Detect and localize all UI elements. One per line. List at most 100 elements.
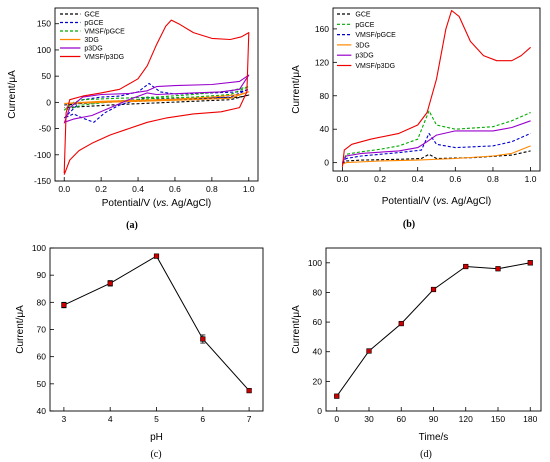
chart-panel: 0 30 60 90 120 150 180 0 20 40 60 80 100 Time/s Curren… [291,247,542,460]
y-axis-label: Current/μA [7,70,18,119]
x-axis-label: pH [150,432,163,443]
legend-label: pGCE [355,22,374,29]
x-tick-label: 0 [334,414,339,424]
dpv-curve [341,120,531,163]
data-point-marker [398,320,404,327]
dpv-curve [341,110,531,163]
y-tick-label: 100 [308,258,322,268]
y-tick-label: 60 [37,352,47,362]
data-point-marker [463,263,469,270]
y-tick-label: 50 [42,71,52,81]
x-tick-label: 0.6 [169,184,181,194]
legend-label: 3DG [355,42,369,49]
data-point-marker [527,260,533,266]
y-axis-label: Current/μA [15,305,26,354]
legend-label: 3DG [84,37,98,44]
chart-panel: 3 4 5 6 7 40 50 60 70 80 90 100 pH Current/μA (c) [15,243,264,460]
plot-frame [325,247,542,412]
x-tick-label: 30 [364,414,374,424]
data-point-marker [246,388,252,394]
x-tick-label: 0.0 [58,184,70,194]
x-tick-label: 7 [247,414,252,424]
x-axis-label: Potential/V (vs. Ag/AgCl) [382,196,492,207]
y-tick-label: 40 [37,406,47,416]
x-axis-label-italic: vs. [156,198,169,209]
x-tick-label: 1.0 [243,184,255,194]
chart-panel: 0.0 0.2 0.4 0.6 0.8 1.0 0 40 80 120 160 Potential/V… [291,7,541,230]
x-tick-label: 0.8 [206,184,218,194]
panel-caption: (d) [420,449,432,460]
cv-curve [63,74,250,124]
data-point-marker [495,266,501,272]
x-axis-label: Time/s [419,432,449,443]
x-tick-label: 0.0 [336,174,348,184]
y-tick-label: 160 [315,24,329,34]
dpv-curve [342,150,531,165]
y-tick-label: 50 [37,379,47,389]
legend-label: GCE [84,12,100,19]
y-tick-label: 20 [313,376,323,386]
x-tick-label: 0.4 [412,174,424,184]
y-tick-label: -50 [39,124,52,134]
x-axis-label-part: Potential/V ( [102,198,157,209]
x-tick-label: 180 [523,414,537,424]
x-axis-label-italic: vs. [436,196,449,207]
cv-curve [63,86,250,111]
y-tick-label: 120 [315,57,329,67]
chart-panel: 0.0 0.2 0.4 0.6 0.8 1.0 -150 -100 -50 0 50 100 150 Po… [7,7,259,231]
x-tick-label: 150 [491,414,505,424]
y-axis-label: Current/μA [291,65,302,114]
y-axis-label: Current/μA [291,305,302,354]
y-tick-label: 0 [324,158,329,168]
data-point-marker [61,302,67,308]
y-tick-label: 60 [313,317,323,327]
x-tick-label: 0.2 [374,174,386,184]
x-tick-label: 0.8 [487,174,499,184]
y-tick-label: 40 [313,347,323,357]
legend-label: VMSF/pGCE [84,29,125,36]
legend-label: VMSF/p3DG [84,54,124,61]
x-tick-label: 60 [397,414,407,424]
plot-frame [49,247,264,412]
y-tick-label: 80 [313,287,323,297]
y-tick-label: 80 [320,91,330,101]
legend-label: VMSF/pGCE [355,32,396,39]
data-point-marker [153,253,160,259]
x-tick-label: 5 [154,414,159,424]
y-tick-label: 40 [320,124,330,134]
panel-caption: (b) [403,219,415,230]
y-tick-label: -150 [34,176,51,186]
x-axis-label: Potential/V (vs. Ag/AgCl) [102,198,212,209]
cv-curve [63,82,250,123]
x-axis-label-part: Ag/AgCl) [449,196,491,207]
cv-curve [64,91,250,104]
data-point-marker [200,336,206,342]
data-line [63,255,250,391]
cv-curve [64,94,250,109]
dpv-curve [341,9,531,167]
x-tick-label: 4 [108,414,113,424]
x-axis-label-part: Potential/V ( [382,196,437,207]
x-tick-label: 0.2 [95,184,107,194]
y-tick-label: 70 [37,325,47,335]
legend-label: VMSF/p3DG [355,63,395,70]
y-tick-label: 0 [317,406,322,416]
y-tick-label: 100 [32,243,46,253]
x-axis-label-part: Ag/AgCl) [169,198,211,209]
data-point-marker [107,280,113,286]
x-tick-label: 90 [429,414,439,424]
data-line [336,262,531,397]
cv-curve [63,19,250,175]
y-tick-label: 90 [37,270,47,280]
x-tick-label: 0.6 [449,174,461,184]
x-tick-label: 1.0 [525,174,537,184]
plot-frame [332,7,541,172]
y-tick-label: 0 [46,97,51,107]
y-tick-label: -100 [34,150,51,160]
panel-caption: (c) [150,449,161,460]
data-point-marker [430,286,437,293]
panel-caption: (a) [126,220,138,231]
y-tick-label: 100 [37,45,51,55]
plot-frame [54,7,259,182]
dpv-curve [342,145,531,165]
